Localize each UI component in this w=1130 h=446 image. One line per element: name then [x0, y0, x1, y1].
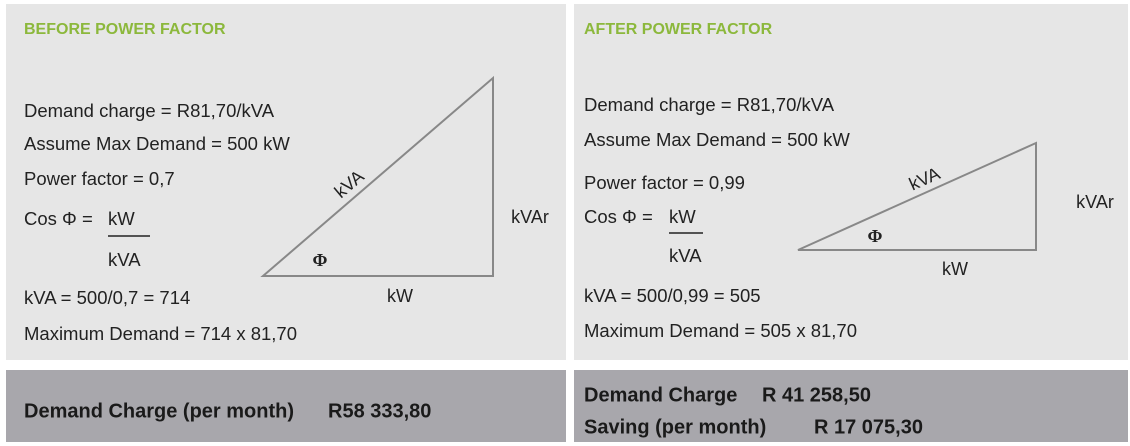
triangle — [797, 141, 1037, 251]
footer-amount: R58 333,80 — [328, 400, 431, 422]
cos-label: Cos Φ = — [24, 208, 93, 229]
text-line: Assume Max Demand = 500 kW — [584, 129, 850, 150]
panel-title: BEFORE POWER FACTOR — [24, 21, 226, 38]
text-line: Maximum Demand = 505 x 81,70 — [584, 320, 857, 341]
triangle-label: kW — [942, 259, 968, 279]
panel-bg — [6, 4, 566, 360]
text-line: Power factor = 0,99 — [584, 172, 745, 193]
fraction-numerator: kW — [108, 208, 135, 229]
text-line: Demand charge = R81,70/kVA — [584, 94, 835, 115]
triangle-label: kVAr — [511, 207, 549, 227]
triangle — [260, 75, 494, 277]
triangle-label: kW — [387, 286, 413, 306]
text-line: Assume Max Demand = 500 kW — [24, 133, 290, 154]
panel-title: AFTER POWER FACTOR — [584, 21, 773, 38]
text-line: Power factor = 0,7 — [24, 168, 175, 189]
text-line: Demand charge = R81,70/kVA — [24, 100, 275, 121]
fraction-denominator: kVA — [669, 245, 702, 266]
text-line: kVA = 500/0,99 = 505 — [584, 285, 761, 306]
footer-label: Demand Charge (per month) — [24, 400, 294, 422]
footer-label: Demand Charge — [584, 384, 737, 406]
text-line: Maximum Demand = 714 x 81,70 — [24, 323, 297, 344]
triangle-angle: Φ — [868, 226, 883, 246]
cos-label: Cos Φ = — [584, 206, 653, 227]
text-line: kVA = 500/0,7 = 714 — [24, 287, 190, 308]
footer-label: Saving (per month) — [584, 416, 766, 438]
triangle-angle: Φ — [313, 250, 328, 270]
triangle-label: kVAr — [1076, 192, 1114, 212]
fraction-denominator: kVA — [108, 249, 141, 270]
fraction-numerator: kW — [669, 206, 696, 227]
footer-bg — [574, 370, 1128, 442]
footer-amount: R 17 075,30 — [814, 416, 923, 438]
footer-bg — [6, 370, 566, 442]
footer-amount: R 41 258,50 — [762, 384, 871, 406]
